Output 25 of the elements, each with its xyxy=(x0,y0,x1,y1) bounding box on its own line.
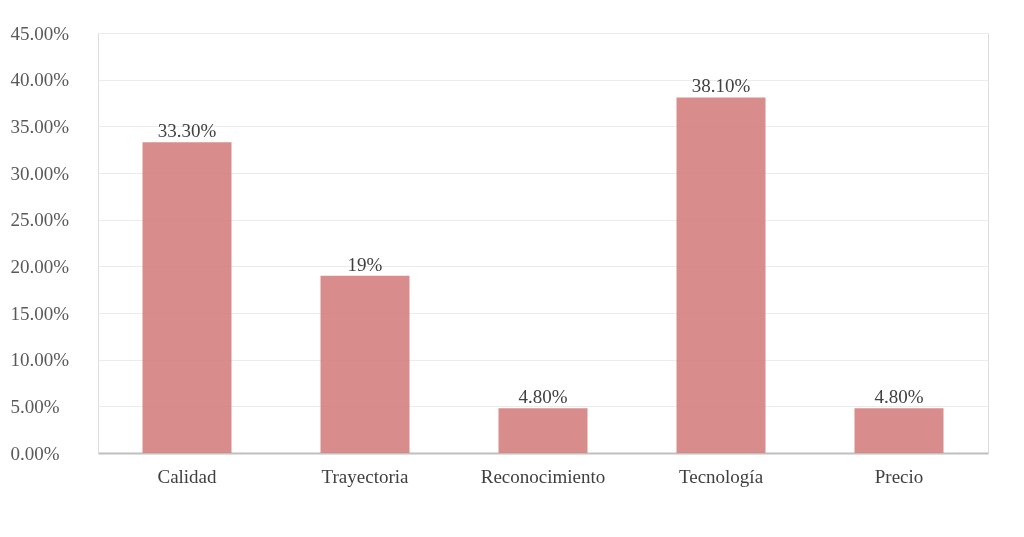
data-label: 38.10% xyxy=(691,75,751,97)
bar xyxy=(854,408,944,453)
y-tick-label: 35.00% xyxy=(10,115,70,137)
y-tick-label: 5.00% xyxy=(10,395,60,417)
data-label: 33.30% xyxy=(157,120,217,142)
data-label: 4.80% xyxy=(518,386,568,408)
x-tick-label: Precio xyxy=(874,465,924,487)
y-tick-label: 20.00% xyxy=(10,255,70,277)
bar xyxy=(142,142,232,453)
x-tick-label: Trayectoria xyxy=(321,465,409,487)
y-tick-label: 40.00% xyxy=(10,69,70,91)
bar xyxy=(676,97,766,453)
y-tick-label: 15.00% xyxy=(10,302,70,324)
y-tick-label: 0.00% xyxy=(10,442,60,464)
bar xyxy=(320,275,410,453)
y-tick-label: 25.00% xyxy=(10,209,70,231)
x-tick-label: Calidad xyxy=(157,465,218,487)
y-tick-label: 10.00% xyxy=(10,349,70,371)
bar xyxy=(498,408,588,453)
data-label: 19% xyxy=(347,253,383,275)
x-tick-label: Reconocimiento xyxy=(480,465,606,487)
x-tick-label: Tecnología xyxy=(678,465,764,487)
data-label: 4.80% xyxy=(874,386,924,408)
y-tick-label: 45.00% xyxy=(10,22,70,44)
y-tick-label: 30.00% xyxy=(10,162,70,184)
